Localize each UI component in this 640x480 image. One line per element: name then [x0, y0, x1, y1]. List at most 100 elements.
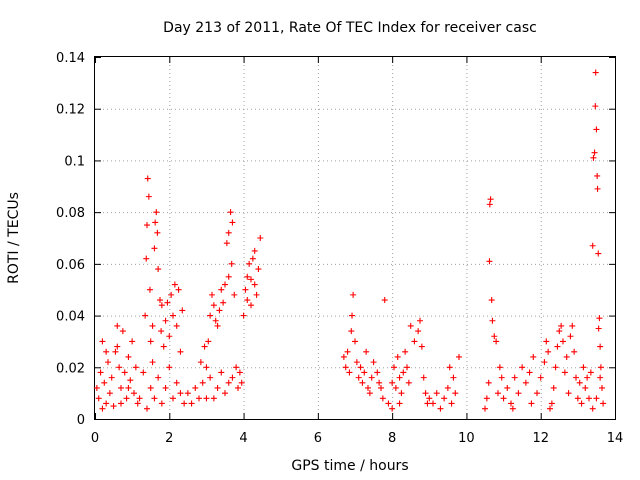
- data-point: [379, 395, 386, 402]
- data-point: [437, 405, 444, 412]
- data-point: [209, 291, 215, 298]
- y-tick-label: 0: [77, 413, 85, 428]
- data-point: [257, 235, 264, 241]
- data-point: [155, 374, 162, 381]
- data-point: [596, 315, 603, 322]
- data-point: [242, 286, 249, 293]
- data-point: [556, 328, 563, 335]
- data-point: [112, 348, 119, 355]
- data-point: [177, 348, 184, 355]
- data-point: [366, 390, 373, 397]
- data-point: [227, 209, 234, 216]
- data-point: [162, 317, 169, 324]
- x-tick-label: 0: [91, 431, 99, 446]
- data-point: [582, 384, 589, 391]
- data-point: [136, 395, 143, 402]
- data-points: [93, 69, 607, 412]
- data-point: [97, 369, 104, 376]
- data-point: [552, 364, 559, 371]
- data-point: [158, 328, 165, 335]
- y-tick-label: 0.1: [64, 154, 85, 169]
- data-point: [145, 193, 152, 200]
- data-point: [118, 400, 124, 407]
- data-point: [344, 348, 351, 355]
- data-point: [545, 348, 552, 355]
- data-point: [151, 245, 158, 252]
- data-point: [486, 201, 493, 208]
- data-point: [352, 338, 358, 345]
- data-point: [170, 395, 176, 402]
- data-point: [363, 348, 370, 355]
- x-axis-tick-labels: 0 2 4 6 8 10 12 14: [91, 431, 623, 446]
- data-point: [162, 384, 169, 391]
- data-point: [422, 390, 429, 397]
- data-point: [99, 405, 106, 412]
- data-point: [171, 281, 178, 288]
- data-point: [158, 400, 165, 407]
- data-point: [222, 281, 228, 288]
- data-point: [192, 384, 199, 391]
- data-point: [164, 299, 171, 306]
- data-point: [548, 400, 555, 407]
- data-point: [424, 400, 431, 407]
- data-point: [587, 369, 594, 376]
- data-point: [441, 395, 448, 402]
- data-point: [444, 384, 451, 391]
- data-point: [594, 172, 601, 179]
- data-point: [210, 395, 217, 402]
- data-point: [125, 384, 132, 391]
- data-point: [144, 222, 150, 229]
- data-point: [592, 103, 599, 110]
- data-point: [500, 395, 507, 402]
- data-point: [365, 384, 371, 391]
- data-point: [147, 338, 154, 345]
- data-point: [131, 390, 137, 397]
- data-point: [160, 343, 167, 350]
- y-axis-label: ROTI / TECUs: [6, 192, 22, 284]
- data-point: [210, 302, 217, 309]
- x-tick-label: 6: [314, 431, 322, 446]
- data-point: [589, 405, 596, 412]
- y-tick-label: 0.04: [56, 310, 85, 325]
- data-point: [196, 395, 202, 402]
- data-point: [392, 384, 399, 391]
- data-point: [418, 343, 425, 350]
- data-point: [578, 400, 585, 407]
- data-point: [228, 260, 235, 267]
- data-point: [249, 255, 256, 262]
- data-point: [207, 312, 214, 319]
- data-point: [157, 297, 163, 304]
- data-point: [420, 374, 427, 381]
- data-point: [592, 69, 599, 76]
- data-point: [417, 317, 423, 324]
- data-point: [394, 353, 401, 360]
- data-point: [222, 390, 228, 397]
- data-point: [486, 258, 493, 265]
- data-point: [595, 325, 602, 332]
- data-point: [108, 374, 115, 381]
- data-point: [402, 348, 409, 355]
- data-point: [121, 369, 128, 376]
- data-point: [216, 307, 223, 314]
- data-point: [396, 374, 403, 381]
- data-point: [140, 369, 147, 376]
- data-point: [103, 348, 110, 355]
- data-point: [170, 312, 176, 319]
- data-point: [251, 247, 258, 254]
- data-point: [493, 338, 500, 345]
- data-point: [229, 219, 236, 226]
- data-point: [595, 250, 602, 257]
- data-point: [580, 364, 587, 371]
- data-point: [576, 379, 583, 386]
- data-point: [534, 390, 540, 397]
- data-point: [342, 364, 349, 371]
- data-point: [248, 276, 254, 283]
- data-point: [110, 403, 117, 410]
- data-point: [597, 343, 604, 350]
- data-point: [550, 384, 557, 391]
- data-point: [448, 400, 455, 407]
- data-point: [530, 353, 537, 360]
- data-point: [251, 281, 258, 288]
- data-point: [404, 364, 410, 371]
